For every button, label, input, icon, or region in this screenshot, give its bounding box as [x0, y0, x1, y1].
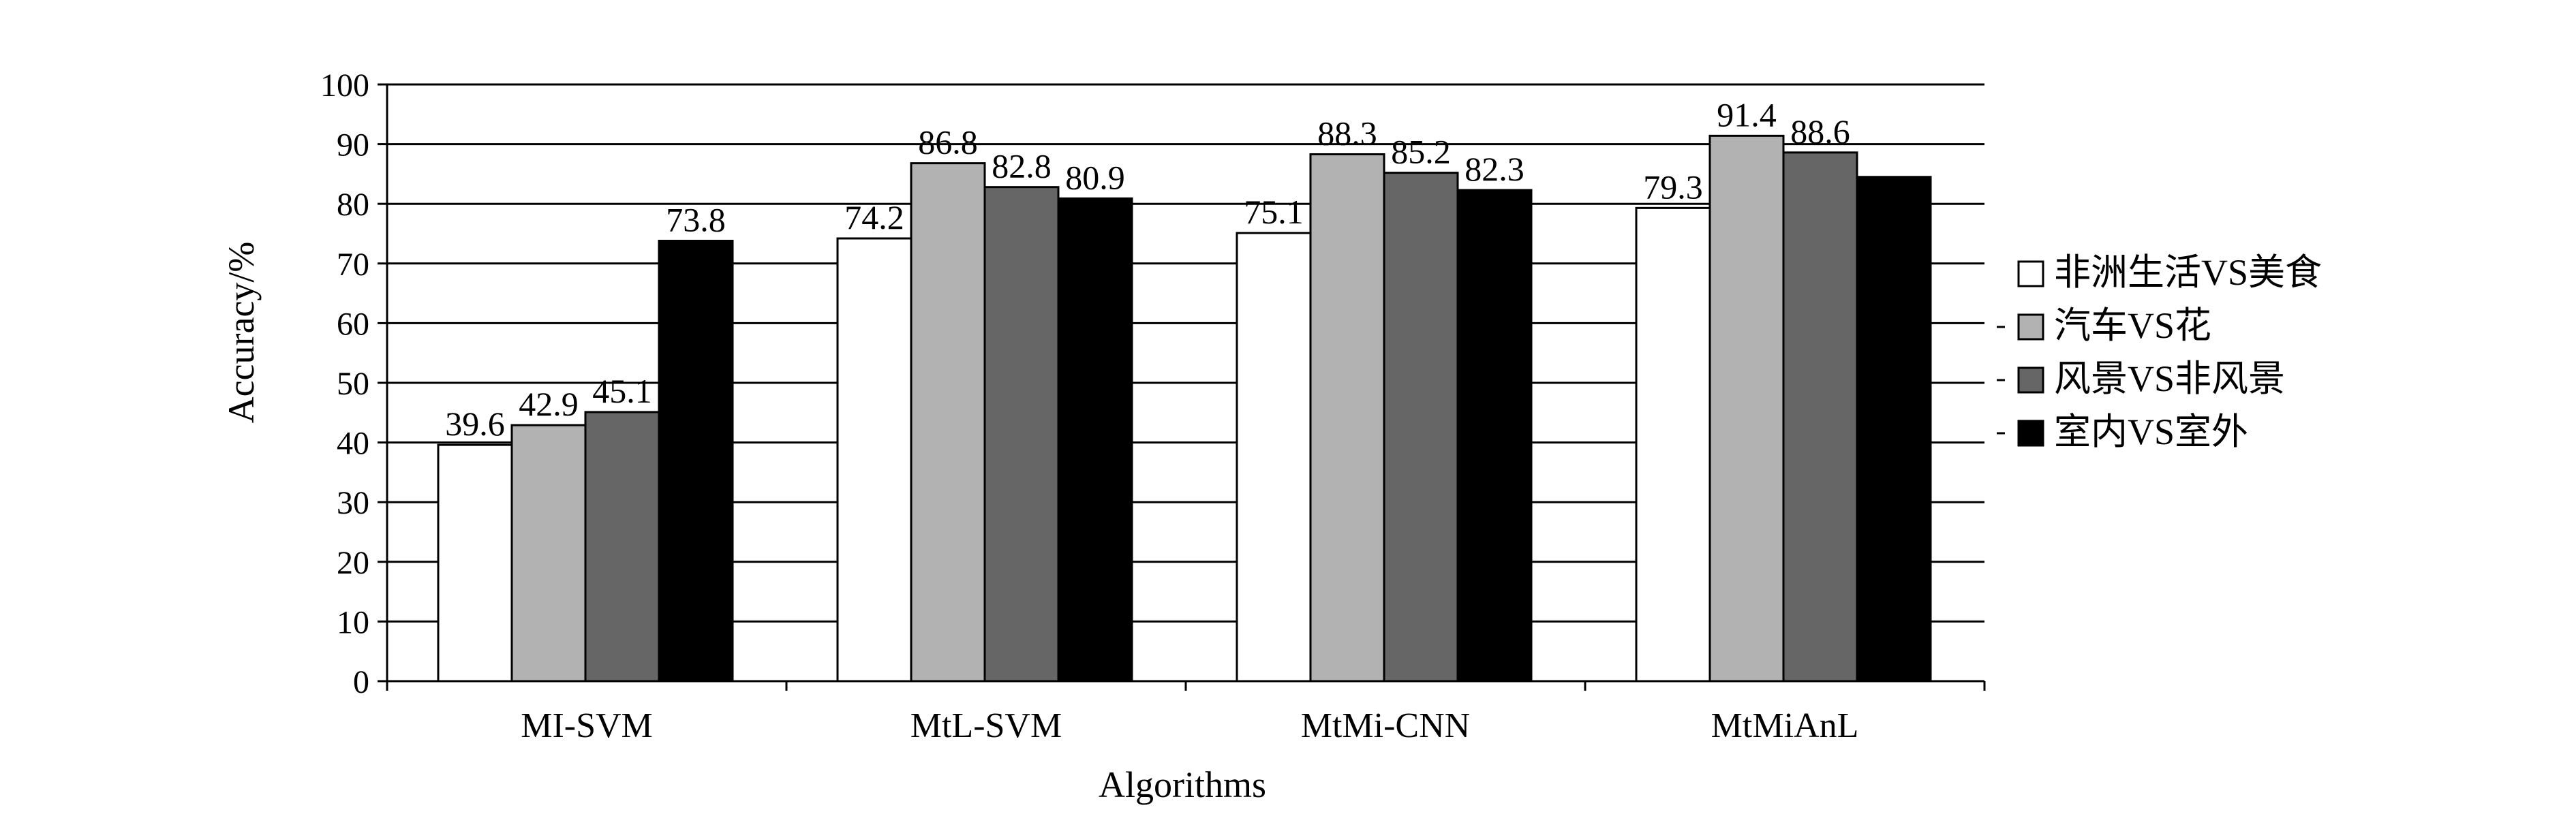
data-label: 91.4 — [1717, 95, 1777, 134]
legend-swatch — [2017, 420, 2044, 447]
y-tick-label: 70 — [337, 247, 369, 283]
data-label: 82.3 — [1465, 150, 1524, 188]
y-tick-label: 20 — [337, 545, 369, 581]
legend-swatch — [2017, 313, 2044, 341]
bars — [437, 134, 1932, 683]
bar — [1635, 206, 1711, 683]
x-category-label: MtL-SVM — [910, 706, 1062, 745]
y-axis-title: Accuracy/% — [221, 242, 262, 424]
category-labels: MI-SVM MtL-SVM MtMi-CNN MtMiAnL — [521, 706, 1858, 745]
data-label: 88.6 — [1790, 112, 1850, 151]
bar — [1236, 232, 1312, 683]
legend-label: 风景VS非风景 — [2054, 358, 2285, 399]
y-tick-label: 0 — [353, 664, 369, 700]
y-tick-labels: 0 10 20 30 40 50 60 70 80 90 100 — [320, 67, 369, 700]
legend-label: 室内VS室外 — [2054, 411, 2248, 452]
y-tick-label: 100 — [320, 67, 369, 104]
bar — [836, 237, 913, 683]
data-label: 79.3 — [1643, 168, 1703, 206]
bar — [1383, 172, 1459, 683]
y-tick-label: 40 — [337, 426, 369, 462]
bar — [1708, 134, 1785, 683]
bar — [1856, 176, 1932, 683]
axes — [378, 83, 1986, 691]
y-tick-label: 50 — [337, 366, 369, 402]
data-label: 74.2 — [844, 198, 904, 236]
bar — [584, 411, 660, 683]
data-label: 86.8 — [918, 123, 978, 161]
bar — [983, 186, 1060, 683]
bar — [658, 240, 734, 683]
data-label: 39.6 — [445, 405, 505, 443]
data-label: 85.2 — [1391, 133, 1451, 171]
legend-swatch — [2017, 260, 2044, 287]
x-category-label: MtMiAnL — [1711, 706, 1859, 745]
data-label: 42.9 — [519, 385, 579, 423]
bar — [910, 162, 986, 683]
y-tick-label: 30 — [337, 485, 369, 521]
data-labels: 39.6 42.9 45.1 73.8 74.2 86.8 82.8 80.9 75.1 88.3… — [445, 95, 1850, 443]
x-category-label: MtMi-CNN — [1301, 706, 1470, 745]
bar — [510, 424, 587, 683]
legend-label: 汽车VS花 — [2054, 305, 2211, 346]
data-label: 80.9 — [1065, 158, 1125, 196]
data-label: 73.8 — [666, 201, 726, 239]
y-tick-label: 10 — [337, 604, 369, 640]
bar — [1456, 189, 1533, 683]
data-label: 45.1 — [592, 372, 652, 410]
y-tick-label: 80 — [337, 187, 369, 223]
bar — [1309, 153, 1385, 683]
data-label: 82.8 — [992, 147, 1052, 185]
legend-swatch — [2017, 366, 2044, 394]
bar — [1782, 151, 1858, 683]
bar — [1057, 197, 1133, 683]
bar — [437, 443, 513, 683]
data-label: 88.3 — [1317, 114, 1377, 152]
y-tick-label: 60 — [337, 306, 369, 342]
data-label: 75.1 — [1244, 193, 1304, 231]
x-category-label: MI-SVM — [521, 706, 653, 745]
x-axis-title: Algorithms — [1099, 764, 1266, 805]
legend-label: 非洲生活VS美食 — [2054, 252, 2322, 293]
y-tick-label: 90 — [337, 127, 369, 163]
